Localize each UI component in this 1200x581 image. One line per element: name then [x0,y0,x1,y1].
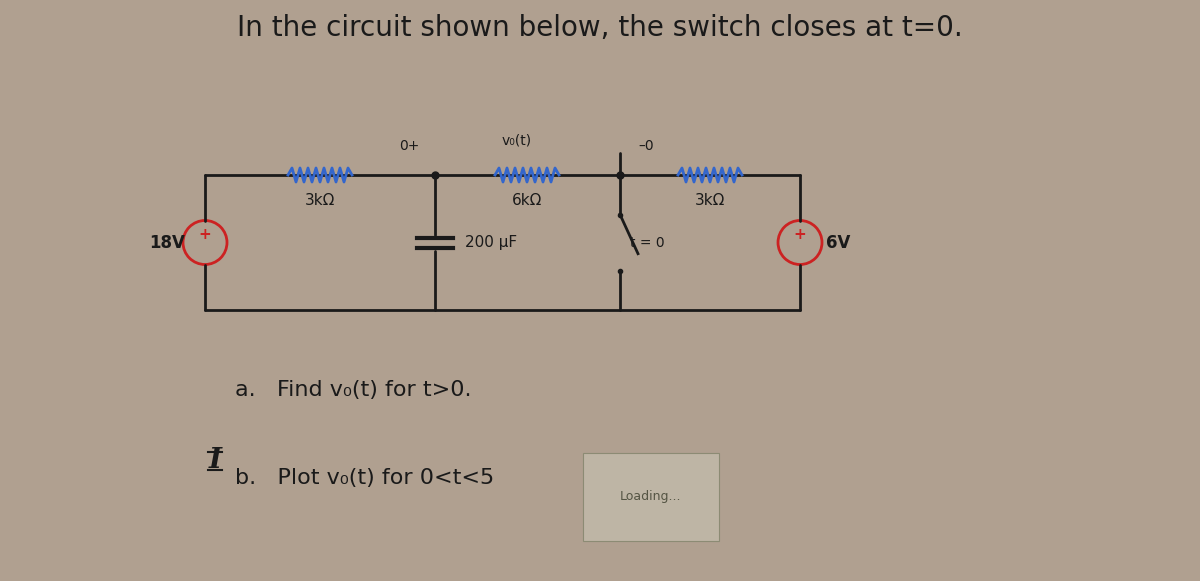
Text: –0: –0 [638,139,654,153]
Text: In the circuit shown below, the switch closes at t=0.: In the circuit shown below, the switch c… [238,14,962,42]
Text: 6V: 6V [826,234,850,252]
Text: +: + [793,227,806,242]
Text: I: I [209,447,222,474]
Text: 3kΩ: 3kΩ [305,193,335,208]
Text: 0+: 0+ [400,139,420,153]
Text: 3kΩ: 3kΩ [695,193,725,208]
Text: t = 0: t = 0 [630,235,665,249]
Text: b.   Plot v₀(t) for 0<t<5: b. Plot v₀(t) for 0<t<5 [235,468,494,488]
Text: v₀(t): v₀(t) [502,133,532,147]
Text: 200 μF: 200 μF [466,235,517,250]
Text: Loading...: Loading... [620,490,682,503]
Text: +: + [199,227,211,242]
Text: 18V: 18V [149,234,185,252]
Text: 6kΩ: 6kΩ [512,193,542,208]
Text: a.   Find v₀(t) for t>0.: a. Find v₀(t) for t>0. [235,380,472,400]
